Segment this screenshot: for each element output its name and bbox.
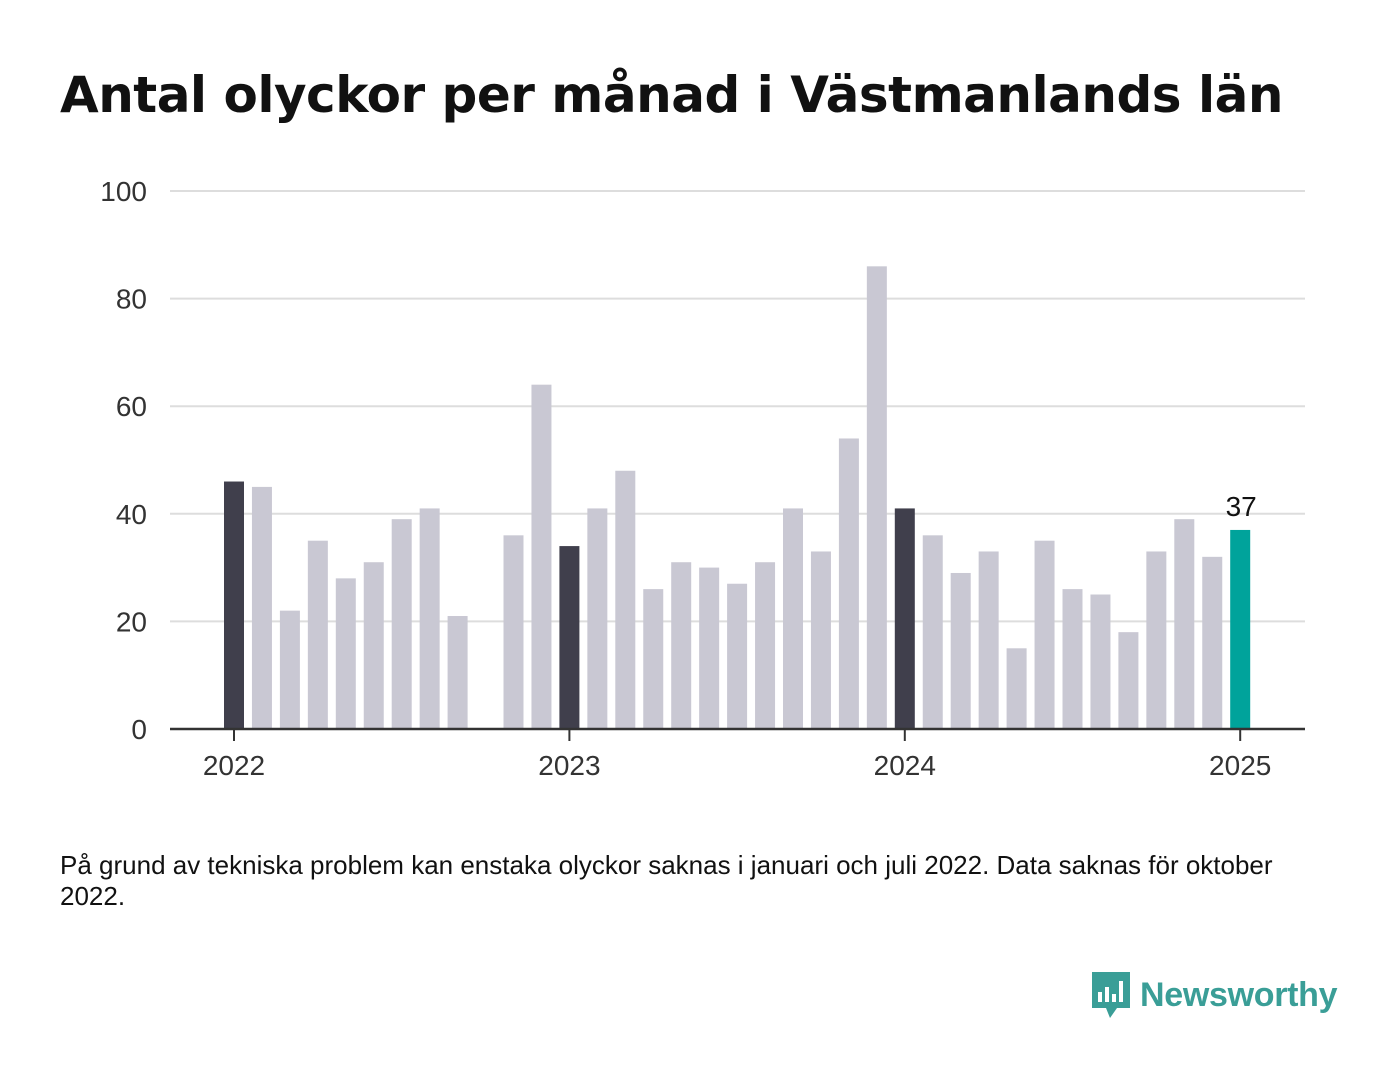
bar-2022-07 <box>391 519 412 729</box>
x-tick-label: 2025 <box>1209 750 1271 781</box>
y-tick-label: 40 <box>116 499 147 530</box>
bar-2024-05 <box>1006 648 1027 729</box>
bar-2024-08 <box>1090 594 1111 729</box>
bar-2024-04 <box>978 551 999 729</box>
bar-2024-10 <box>1146 551 1167 729</box>
y-tick-label: 60 <box>116 391 147 422</box>
bar-2024-02 <box>922 535 943 729</box>
data-labels: 37 <box>1226 491 1257 522</box>
bar-2024-09 <box>1118 632 1139 729</box>
y-tick-label: 100 <box>100 176 147 207</box>
bar-2024-06 <box>1034 540 1055 729</box>
bar-2022-09 <box>447 616 468 729</box>
footnote: På grund av tekniska problem kan enstaka… <box>60 850 1273 911</box>
x-tick-label: 2023 <box>538 750 600 781</box>
bar-2023-09 <box>783 508 803 729</box>
newsworthy-logo[interactable]: Newsworthy <box>1090 970 1338 1020</box>
bar-2023-02 <box>587 508 608 729</box>
bar-2025-01 <box>1230 529 1251 729</box>
bar-2023-08 <box>755 562 776 729</box>
bar-2023-07 <box>727 583 748 729</box>
y-axis-ticks: 0 20 40 60 80 100 <box>100 176 147 745</box>
bar-2023-06 <box>699 567 720 729</box>
chart-title: Antal olyckor per månad i Västmanlands l… <box>60 66 1283 124</box>
bar-2022-02 <box>251 486 272 729</box>
bar-2024-11 <box>1174 519 1195 729</box>
bars <box>224 266 1251 729</box>
bar-2023-10 <box>810 551 831 729</box>
x-axis-ticks: 2022 2023 2024 2025 <box>203 729 1271 781</box>
y-tick-label: 20 <box>116 606 147 637</box>
y-tick-label: 80 <box>116 284 147 315</box>
x-tick-label: 2022 <box>203 750 265 781</box>
grid-lines <box>170 190 1305 623</box>
bar-2023-04 <box>643 589 664 729</box>
bar-2023-05 <box>671 562 692 729</box>
bar-2023-11 <box>838 438 859 729</box>
bar-2024-12 <box>1202 556 1223 729</box>
bar-2022-03 <box>279 610 300 729</box>
latest-value-label: 37 <box>1226 491 1257 522</box>
bar-2024-07 <box>1062 589 1083 729</box>
y-tick-label: 0 <box>131 714 147 745</box>
logo-text: Newsworthy <box>1140 975 1338 1014</box>
bar-2022-06 <box>363 562 384 729</box>
x-tick-label: 2024 <box>874 750 936 781</box>
bar-2023-12 <box>866 266 887 729</box>
bar-2022-04 <box>307 540 328 729</box>
bar-2024-01 <box>894 508 915 729</box>
bar-chart: 0 20 40 60 80 100 2022 2023 2024 2025 37 <box>100 176 1305 781</box>
bar-2022-08 <box>419 508 440 729</box>
bar-2022-05 <box>335 578 356 729</box>
bar-2022-11 <box>503 535 524 729</box>
bar-2023-03 <box>615 470 636 729</box>
bar-2022-12 <box>531 384 552 729</box>
bar-2022-01 <box>224 481 244 729</box>
bar-chart-icon <box>1092 972 1130 1018</box>
bar-2024-03 <box>950 572 971 729</box>
bar-2023-01 <box>559 546 580 729</box>
